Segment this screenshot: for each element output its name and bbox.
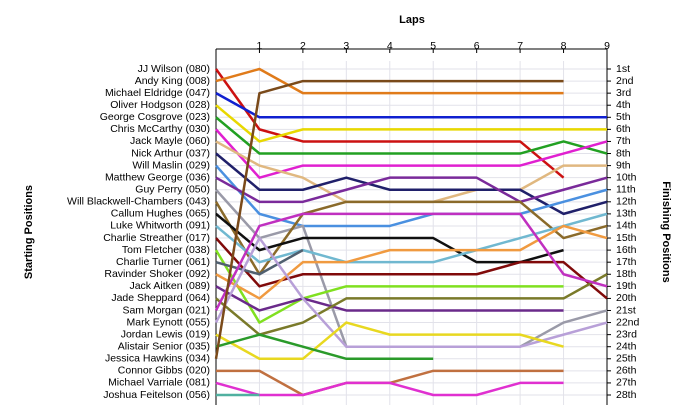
driver-line: [215, 273, 608, 336]
legend-label: JJ Wilson (080): [138, 63, 210, 75]
driver-line: [215, 224, 608, 300]
driver-line: [215, 212, 608, 264]
y2-tick-label: 13th: [616, 208, 637, 220]
y2-tick-label: 10th: [616, 171, 637, 183]
y2-tick-label: 27th: [616, 377, 637, 389]
y2-tick-label: 5th: [616, 111, 631, 123]
driver-line: [214, 249, 564, 324]
y2-tick-label: 7th: [616, 135, 631, 147]
x-tick-label: 9: [604, 40, 610, 52]
y2-axis-title: Finishing Positions: [660, 181, 672, 282]
y2-tick-label: 28th: [616, 389, 637, 401]
legend-label: Jordan Lewis (019): [121, 328, 210, 340]
y2-tick-label: 25th: [616, 353, 637, 365]
driver-line: [215, 104, 607, 143]
legend-label: Michael Varriale (081): [108, 377, 210, 389]
x-tick-label: 4: [387, 40, 393, 52]
legend-label: Joshua Feitelson (056): [103, 389, 210, 401]
y2-tick-label: 12th: [616, 196, 637, 208]
legend-label: Chris McCarthy (030): [110, 123, 210, 135]
x-tick-label: 7: [517, 40, 523, 52]
y2-tick-label: 1st: [616, 63, 630, 75]
legend-label: Ravinder Shoker (092): [104, 268, 210, 280]
legend-label: Guy Perry (050): [135, 184, 210, 196]
y2-tick-label: 19th: [616, 280, 637, 292]
y2-tick-label: 15th: [616, 232, 637, 244]
legend-label: Jack Mayle (060): [130, 135, 210, 147]
legend-label: Jessica Hawkins (034): [105, 353, 210, 365]
driver-line: [214, 68, 565, 179]
legend-label: George Cosgrove (023): [100, 111, 210, 123]
y2-tick-label: 16th: [616, 244, 637, 256]
legend-label: Andy King (008): [135, 75, 210, 87]
driver-line: [215, 321, 564, 361]
legend-label: Nick Arthur (037): [131, 147, 210, 159]
driver-line: [215, 116, 608, 155]
legend-label: Charlie Turner (061): [116, 256, 210, 268]
x-tick-label: 5: [430, 40, 436, 52]
legend-label: Callum Hughes (065): [111, 208, 210, 220]
legend-label: Luke Whitworth (091): [110, 220, 210, 232]
x-tick-label: 6: [474, 40, 480, 52]
y2-tick-label: 22nd: [616, 316, 640, 328]
legend-label: Matthew George (036): [105, 171, 210, 183]
legend-label: Charlie Streather (017): [103, 232, 210, 244]
driver-line: [215, 212, 564, 264]
driver-line: [215, 67, 564, 95]
legend-label: Will Maslin (029): [132, 159, 210, 171]
legend-label: Oliver Hodgson (028): [110, 99, 210, 111]
y2-tick-label: 18th: [616, 268, 637, 280]
legend-label: Tom Fletcher (038): [122, 244, 210, 256]
driver-line: [214, 79, 564, 359]
y2-tick-label: 17th: [616, 256, 637, 268]
legend-label: Michael Eldridge (047): [105, 87, 210, 99]
y2-tick-label: 4th: [616, 99, 631, 111]
x-tick-label: 2: [300, 40, 306, 52]
y2-tick-label: 9th: [616, 159, 631, 171]
x-tick-label: 3: [343, 40, 349, 52]
y2-tick-label: 11th: [616, 184, 636, 196]
legend-label: Mark Eynott (055): [127, 316, 210, 328]
legend-label: Will Blackwell-Chambers (043): [67, 196, 210, 208]
y2-tick-label: 8th: [616, 147, 631, 159]
legend-label: Jade Sheppard (064): [111, 292, 210, 304]
y2-tick-label: 14th: [616, 220, 637, 232]
y2-tick-label: 26th: [616, 365, 637, 377]
y2-tick-label: 23rd: [616, 328, 637, 340]
legend-label: Jack Aitken (089): [129, 280, 210, 292]
driver-line: [215, 92, 607, 119]
driver-line: [215, 381, 564, 397]
x-tick-label: 1: [257, 40, 263, 52]
y2-tick-label: 20th: [616, 292, 637, 304]
y2-tick-label: 3rd: [616, 87, 631, 99]
y2-tick-label: 6th: [616, 123, 631, 135]
driver-line: [215, 152, 608, 216]
y2-tick-label: 24th: [616, 340, 637, 352]
y-axis-title: Starting Positions: [23, 185, 35, 279]
driver-line: [215, 285, 564, 312]
legend-label: Sam Morgan (021): [122, 304, 210, 316]
legend-label: Connor Gibbs (020): [118, 365, 210, 377]
driver-line: [214, 212, 608, 312]
chart-title: Laps: [399, 14, 425, 26]
driver-line: [215, 333, 434, 361]
driver-line: [215, 176, 608, 204]
y2-tick-label: 2nd: [616, 75, 634, 87]
legend-label: Alistair Senior (035): [118, 340, 210, 352]
y2-tick-label: 21st: [616, 304, 636, 316]
x-tick-label: 8: [561, 40, 567, 52]
